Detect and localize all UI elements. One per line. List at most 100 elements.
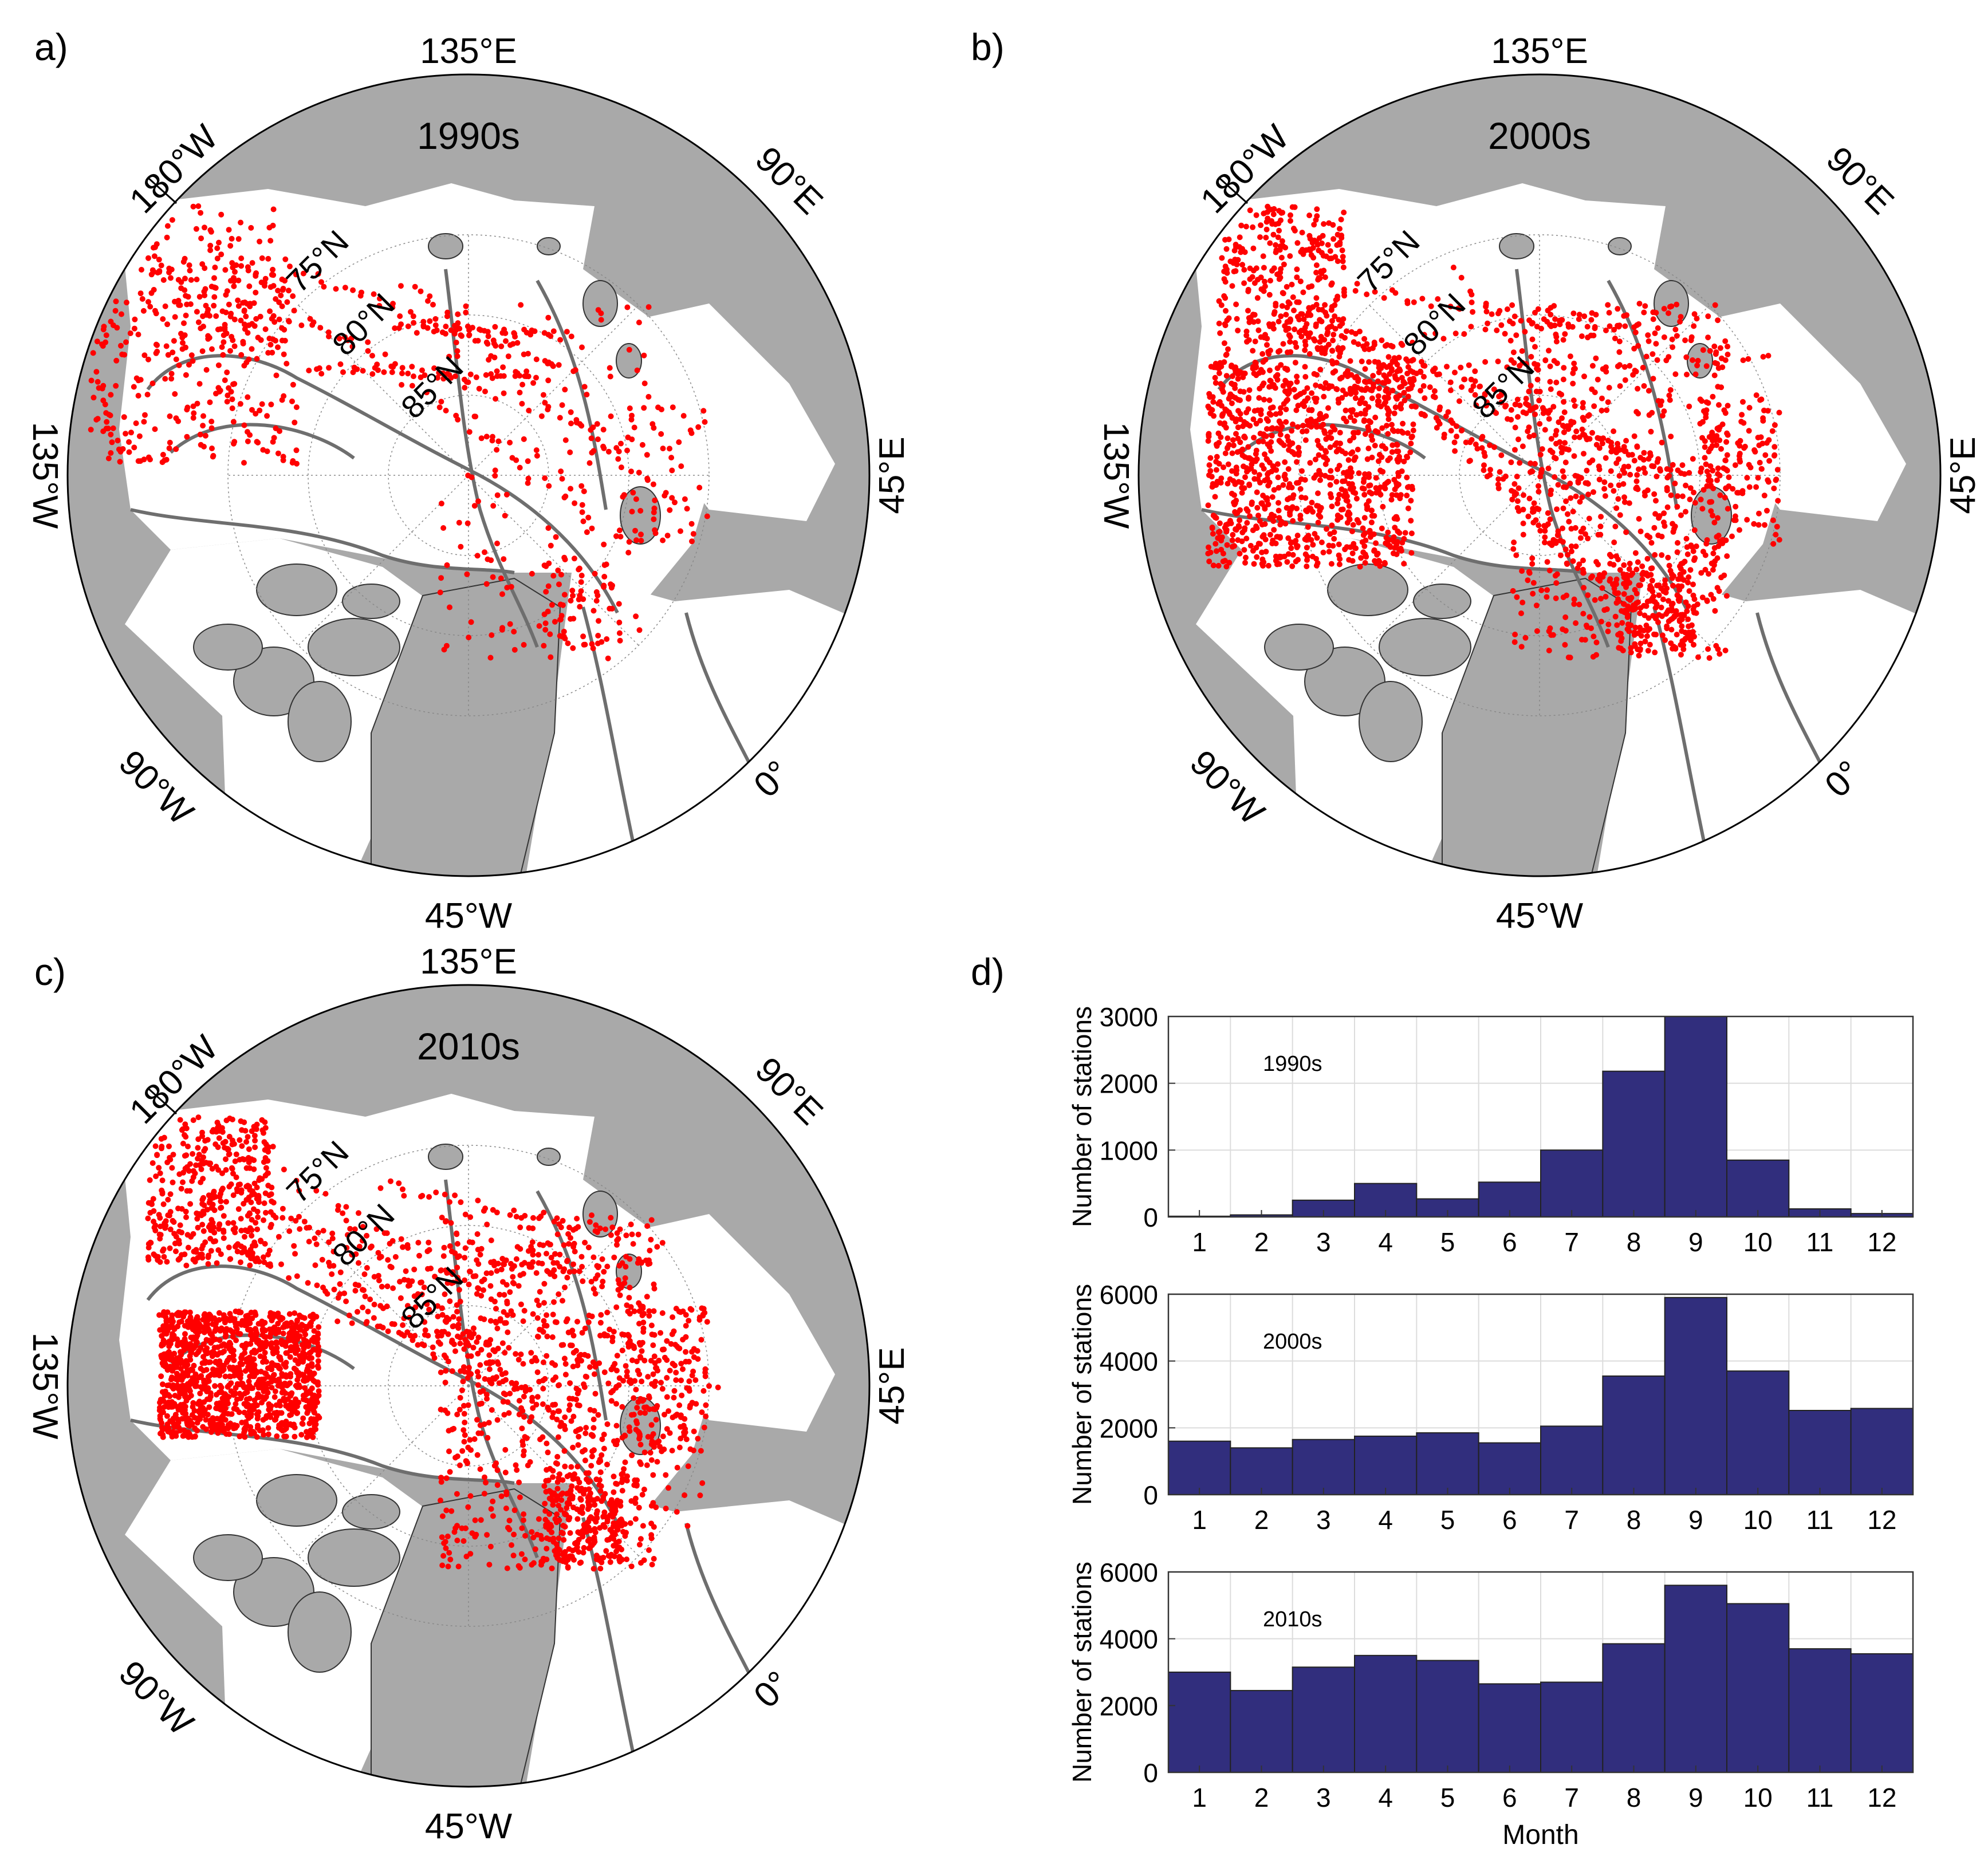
meridian (298, 1385, 469, 1556)
y-tick-label: 2000 (1100, 1413, 1158, 1443)
y-tick-label: 2000 (1100, 1691, 1158, 1721)
meridian (1369, 475, 1540, 646)
station-dots (88, 203, 710, 661)
meridian (1539, 305, 1710, 476)
lon-label-lower-right: 0° (746, 1664, 798, 1716)
x-tick-label: 10 (1743, 1783, 1773, 1812)
x-tick-label: 1 (1192, 1505, 1207, 1535)
bar-month-10 (1726, 1159, 1790, 1218)
bar-month-7 (1540, 1149, 1604, 1218)
arctic-island (308, 1528, 400, 1587)
bar-month-3 (1292, 1666, 1356, 1773)
x-tick-label: 5 (1440, 1783, 1455, 1812)
y-tick-label: 1000 (1100, 1136, 1158, 1165)
bar-month-12 (1850, 1408, 1914, 1495)
isobath-line (130, 508, 515, 574)
x-tick-label: 6 (1502, 1227, 1517, 1257)
bar-month-7 (1540, 1425, 1604, 1496)
x-tick-label: 12 (1867, 1505, 1896, 1535)
arctic-island (256, 563, 337, 616)
isobath-line (1515, 269, 1610, 648)
lon-label-bottom: 45°W (425, 896, 513, 936)
arctic-island (1413, 584, 1471, 619)
x-tick-label: 12 (1867, 1227, 1896, 1257)
x-tick-label: 2 (1254, 1227, 1269, 1257)
bar-month-12 (1850, 1653, 1914, 1774)
bar-month-1 (1168, 1672, 1231, 1773)
x-tick-label: 7 (1564, 1227, 1579, 1257)
x-tick-label: 12 (1867, 1783, 1896, 1812)
bar-month-7 (1540, 1681, 1604, 1773)
x-tick-label: 5 (1440, 1505, 1455, 1535)
lon-label-bottom: 45°W (1496, 896, 1584, 936)
isobath-line (146, 1264, 619, 1524)
meridian (1539, 475, 1710, 646)
nordic-seas (526, 1483, 869, 1787)
arctic-island (537, 237, 561, 255)
arctic-island (1359, 681, 1423, 762)
bar-month-5 (1416, 1660, 1479, 1773)
y-tick-label: 4000 (1100, 1625, 1158, 1654)
arctic-island (582, 280, 618, 327)
bar-month-4 (1354, 1435, 1418, 1496)
bar-month-9 (1664, 1296, 1728, 1495)
barents-sea (606, 304, 835, 521)
meridian-tick (147, 1087, 178, 1115)
y-axis-label: Number of stations (1067, 1006, 1097, 1227)
meridian (1369, 305, 1540, 476)
axes-box (1167, 1015, 1914, 1218)
bar-month-8 (1602, 1375, 1666, 1496)
meridian (468, 475, 639, 646)
series-label: 1990s (1263, 1052, 1322, 1076)
bar-month-6 (1478, 1683, 1542, 1774)
barents-sea (606, 1214, 835, 1432)
lon-label-left: 135°W (25, 1333, 65, 1440)
x-tick-label: 1 (1192, 1783, 1207, 1812)
y-tick-label: 6000 (1100, 1280, 1158, 1310)
arctic-island (1608, 237, 1632, 255)
x-tick-label: 8 (1627, 1227, 1641, 1257)
arctic-island (288, 1591, 352, 1673)
y-tick-label: 3000 (1100, 1002, 1158, 1032)
x-tick-label: 9 (1688, 1505, 1703, 1535)
arctic-island (342, 584, 400, 619)
x-tick-label: 4 (1378, 1227, 1393, 1257)
nordic-seas (526, 573, 869, 876)
panel-letter: c) (34, 951, 66, 993)
bar-month-8 (1602, 1643, 1666, 1774)
latitude-circle (227, 234, 710, 716)
y-tick-label: 0 (1143, 1480, 1158, 1510)
meridian-tick (147, 176, 178, 204)
decade-title: 2010s (417, 1025, 520, 1067)
x-tick-label: 5 (1440, 1227, 1455, 1257)
bar-month-2 (1230, 1690, 1293, 1773)
arctic-island (1327, 563, 1408, 616)
greenland (371, 577, 561, 876)
map-area (1139, 74, 1940, 876)
arctic-island (1499, 233, 1534, 259)
arctic-island (342, 1494, 400, 1530)
bar-month-3 (1292, 1439, 1356, 1495)
bar-month-4 (1354, 1654, 1418, 1773)
map-area (68, 74, 869, 876)
lon-label-top: 135°E (1491, 31, 1588, 71)
bar-month-8 (1602, 1070, 1666, 1217)
map-rim (66, 73, 871, 877)
bar-month-10 (1726, 1603, 1790, 1774)
arctic-island (1379, 618, 1471, 676)
meridian (468, 305, 639, 476)
latitude-circle (388, 395, 549, 556)
x-tick-label: 6 (1502, 1783, 1517, 1812)
greenland (1442, 577, 1632, 876)
bar-month-2 (1230, 1447, 1293, 1495)
x-tick-label: 2 (1254, 1505, 1269, 1535)
decade-title: 1990s (417, 115, 520, 157)
meridian (298, 475, 469, 646)
axes-box (1167, 1571, 1914, 1774)
